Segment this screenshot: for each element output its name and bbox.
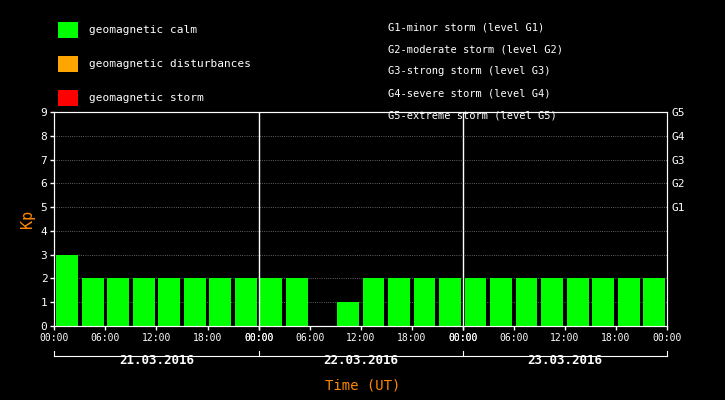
Bar (133, 278, 154, 326)
Bar (286, 278, 307, 326)
Text: G2-moderate storm (level G2): G2-moderate storm (level G2) (388, 44, 563, 54)
Bar (465, 278, 486, 326)
Bar (184, 278, 206, 326)
Bar (82, 278, 104, 326)
Text: G4-severe storm (level G4): G4-severe storm (level G4) (388, 88, 550, 98)
Bar (107, 278, 129, 326)
Text: G5-extreme storm (level G5): G5-extreme storm (level G5) (388, 110, 557, 120)
Text: G3-strong storm (level G3): G3-strong storm (level G3) (388, 66, 550, 76)
Bar (592, 278, 614, 326)
Bar (414, 278, 435, 326)
Bar (643, 278, 665, 326)
Text: geomagnetic calm: geomagnetic calm (89, 25, 197, 35)
Text: 22.03.2016: 22.03.2016 (323, 354, 398, 367)
Bar (439, 278, 461, 326)
Text: geomagnetic disturbances: geomagnetic disturbances (89, 59, 251, 69)
Bar (388, 278, 410, 326)
Y-axis label: Kp: Kp (20, 210, 35, 228)
Bar (362, 278, 384, 326)
Text: G1-minor storm (level G1): G1-minor storm (level G1) (388, 22, 544, 32)
Bar (490, 278, 512, 326)
Bar (260, 278, 282, 326)
Bar (567, 278, 589, 326)
Bar (158, 278, 180, 326)
Bar (618, 278, 639, 326)
Text: 21.03.2016: 21.03.2016 (119, 354, 194, 367)
Bar (337, 302, 359, 326)
Bar (515, 278, 537, 326)
Text: Time (UT): Time (UT) (325, 379, 400, 393)
Bar (235, 278, 257, 326)
Bar (542, 278, 563, 326)
Text: geomagnetic storm: geomagnetic storm (89, 93, 204, 103)
Bar (57, 255, 78, 326)
Bar (210, 278, 231, 326)
Text: 23.03.2016: 23.03.2016 (527, 354, 602, 367)
